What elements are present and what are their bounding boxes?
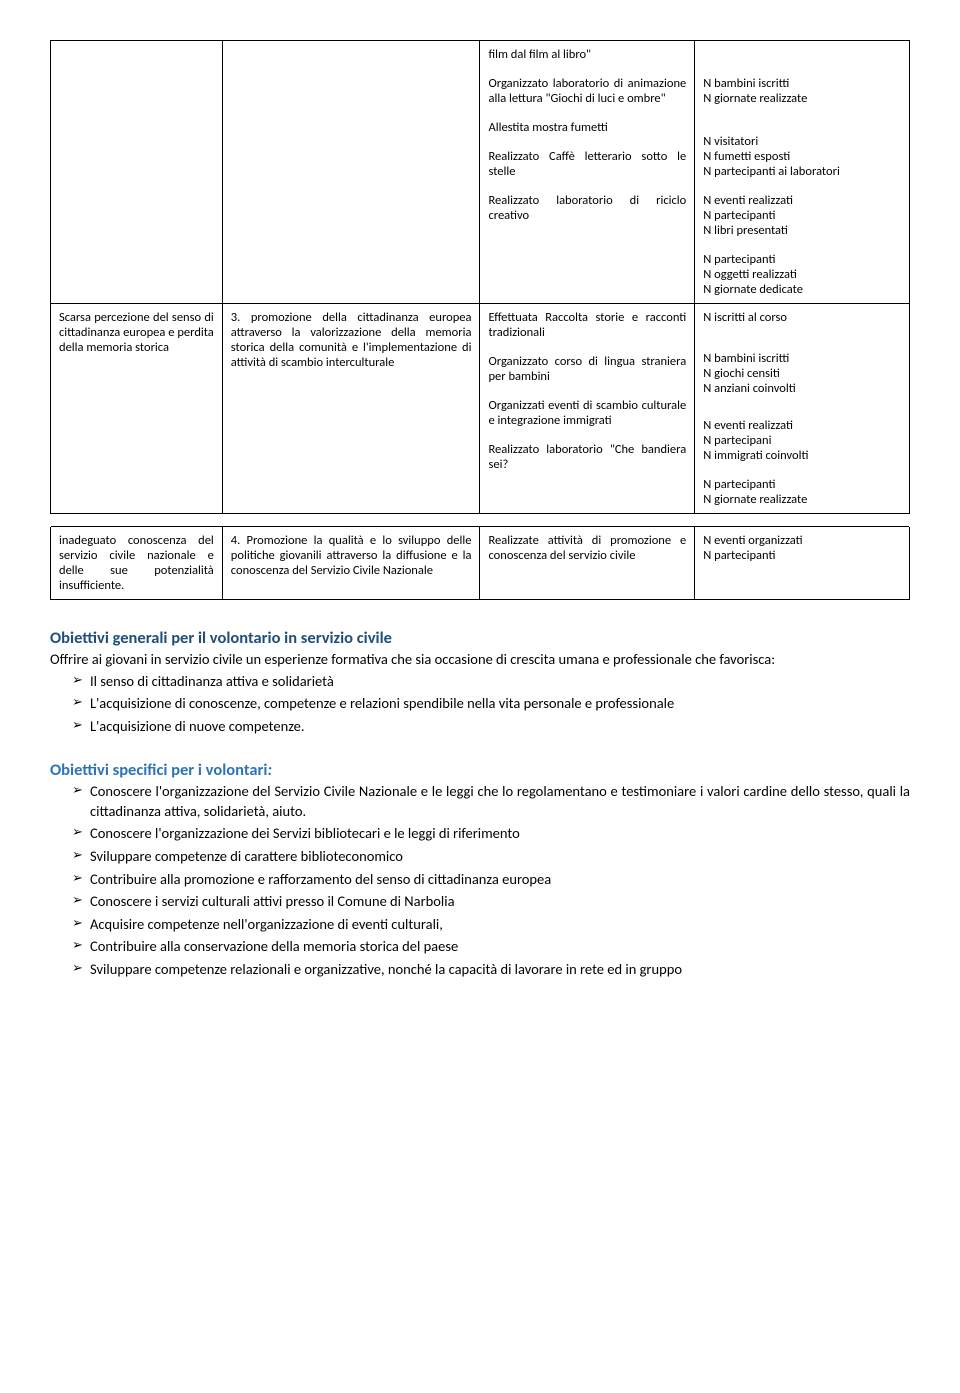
cell-problem: inadeguato conoscenza del servizio civil… (51, 527, 223, 600)
activity-text: Realizzato laboratorio "Che bandiera sei… (488, 442, 686, 472)
heading-text: Obiettivi specifici per i volontari (50, 760, 267, 780)
activity-text: Effettuata Raccolta storie e racconti tr… (488, 310, 686, 340)
indicator-text: N bambini iscritti N giornate realizzate (703, 76, 901, 106)
cell-activities: film dal film al libro" Organizzato labo… (480, 41, 695, 304)
indicator-text (703, 47, 901, 62)
cell-objective: 3. promozione della cittadinanza europea… (222, 304, 480, 514)
general-objectives-list: Il senso di cittadinanza attiva e solida… (50, 672, 910, 737)
list-item: L'acquisizione di nuove competenze. (72, 717, 910, 737)
table-row: inadeguato conoscenza del servizio civil… (51, 527, 910, 600)
indicator-text: N partecipanti N giornate realizzate (703, 477, 901, 507)
activity-text: film dal film al libro" (488, 47, 686, 62)
cell-empty (222, 41, 480, 304)
list-item: Contribuire alla conservazione della mem… (72, 937, 910, 957)
list-item: Conoscere i servizi culturali attivi pre… (72, 892, 910, 912)
cell-indicators: N iscritti al corso N bambini iscritti N… (695, 304, 910, 514)
indicator-text: N bambini iscritti N giochi censiti N an… (703, 351, 901, 396)
list-item: Acquisire competenze nell'organizzazione… (72, 915, 910, 935)
indicator-text: N visitatori N fumetti esposti N parteci… (703, 134, 901, 179)
section-heading-general: Obiettivi generali per il volontario in … (50, 628, 910, 648)
activity-text: Organizzato laboratorio di animazione al… (488, 76, 686, 106)
activity-text: Organizzati eventi di scambio culturale … (488, 398, 686, 428)
cell-indicators: N eventi organizzati N partecipanti (695, 527, 910, 600)
activity-text: Realizzato laboratorio di riciclo creati… (488, 193, 686, 223)
cell-activities: Effettuata Raccolta storie e racconti tr… (480, 304, 695, 514)
list-item: Sviluppare competenze di carattere bibli… (72, 847, 910, 867)
section-heading-specific: Obiettivi specifici per i volontari: (50, 760, 910, 780)
specific-objectives-list: Conoscere l'organizzazione del Servizio … (50, 782, 910, 979)
section-lead: Offrire ai giovani in servizio civile un… (50, 650, 910, 670)
indicator-text: N eventi realizzati N partecipanti N lib… (703, 193, 901, 238)
activity-text: Allestita mostra fumetti (488, 120, 686, 135)
cell-empty (51, 41, 223, 304)
activity-text: Realizzato Caffè letterario sotto le ste… (488, 149, 686, 179)
table-row: film dal film al libro" Organizzato labo… (51, 41, 910, 304)
list-item: Conoscere l'organizzazione dei Servizi b… (72, 824, 910, 844)
indicator-text: N eventi realizzati N partecipani N immi… (703, 418, 901, 463)
indicator-text: N iscritti al corso (703, 310, 901, 325)
cell-indicators: N bambini iscritti N giornate realizzate… (695, 41, 910, 304)
list-item: Contribuire alla promozione e rafforzame… (72, 870, 910, 890)
heading-colon: : (267, 760, 272, 780)
list-item: L'acquisizione di conoscenze, competenze… (72, 694, 910, 714)
list-item: Sviluppare competenze relazionali e orga… (72, 960, 910, 980)
activity-text: Organizzato corso di lingua straniera pe… (488, 354, 686, 384)
cell-activities: Realizzate attività di promozione e cono… (480, 527, 695, 600)
objectives-table: film dal film al libro" Organizzato labo… (50, 40, 910, 600)
list-item: Conoscere l'organizzazione del Servizio … (72, 782, 910, 821)
indicator-text: N partecipanti N oggetti realizzati N gi… (703, 252, 901, 297)
cell-objective: 4. Promozione la qualità e lo sviluppo d… (222, 527, 480, 600)
cell-problem: Scarsa percezione del senso di cittadina… (51, 304, 223, 514)
list-item: Il senso di cittadinanza attiva e solida… (72, 672, 910, 692)
table-row: Scarsa percezione del senso di cittadina… (51, 304, 910, 514)
